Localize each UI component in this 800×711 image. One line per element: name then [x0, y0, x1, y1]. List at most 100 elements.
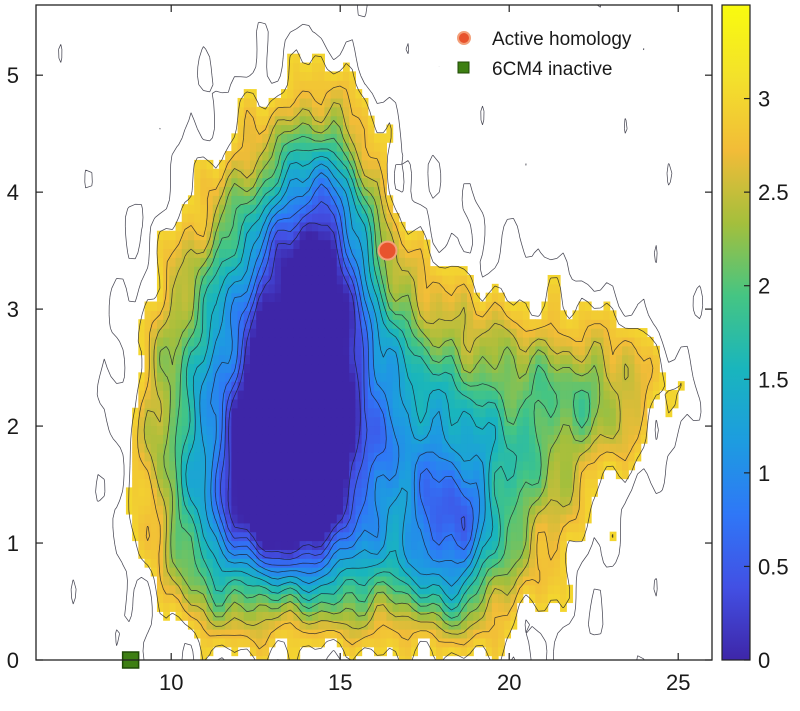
- heat-cell: [417, 266, 425, 276]
- heat-cell: [467, 372, 474, 382]
- heat-cell: [510, 558, 518, 568]
- heat-cell: [212, 531, 220, 542]
- heat-cell: [336, 80, 344, 90]
- heat-cell: [256, 513, 263, 524]
- heat-cell: [367, 611, 375, 621]
- heat-cell: [640, 354, 648, 365]
- heat-cell: [268, 434, 276, 444]
- heat-cell: [460, 575, 468, 586]
- heat-cell: [287, 567, 294, 577]
- heat-cell: [479, 328, 487, 338]
- heat-cell: [144, 390, 152, 400]
- heat-cell: [485, 390, 493, 400]
- heat-cell: [374, 372, 381, 382]
- heat-cell: [150, 328, 158, 338]
- heat-cell: [411, 531, 419, 542]
- heat-cell: [287, 310, 294, 320]
- heat-cell: [342, 443, 350, 453]
- heat-cell: [187, 567, 195, 577]
- heat-cell: [349, 398, 356, 409]
- heat-cell: [591, 328, 598, 338]
- heat-cell: [374, 646, 381, 657]
- heat-cell: [467, 398, 474, 409]
- heat-cell: [572, 416, 580, 427]
- heat-cell: [132, 513, 139, 524]
- heat-cell: [237, 513, 245, 524]
- heat-cell: [293, 567, 301, 577]
- heat-cell: [262, 505, 270, 515]
- legend-square-marker: [457, 61, 470, 74]
- heat-cell: [231, 274, 239, 285]
- heat-cell: [640, 425, 648, 435]
- heat-cell: [473, 434, 481, 444]
- heat-cell: [417, 567, 425, 577]
- heat-cell: [262, 115, 270, 126]
- heat-cell: [367, 620, 375, 630]
- heat-cell: [454, 345, 462, 356]
- heat-cell: [305, 567, 313, 577]
- heat-cell: [485, 620, 493, 630]
- heat-cell: [485, 398, 493, 409]
- heat-cell: [467, 549, 474, 559]
- heat-cell: [336, 540, 344, 550]
- heat-cell: [342, 416, 350, 427]
- heat-cell: [436, 629, 443, 639]
- heat-cell: [324, 567, 332, 577]
- heat-cell: [311, 558, 319, 568]
- heat-cell: [448, 319, 456, 329]
- heat-cell: [504, 487, 512, 497]
- heat-cell: [305, 505, 313, 515]
- heat-cell: [237, 398, 245, 409]
- contour-line: [128, 49, 682, 660]
- heat-cell: [262, 328, 270, 338]
- heat-cell: [243, 505, 251, 515]
- heat-cell: [187, 301, 195, 311]
- heat-cell: [305, 283, 313, 294]
- heat-cell: [411, 611, 419, 621]
- heat-cell: [510, 398, 518, 409]
- heat-cell: [305, 443, 313, 453]
- heat-cell: [336, 168, 344, 179]
- heat-cell: [268, 398, 276, 409]
- heat-cell: [218, 540, 226, 550]
- heat-cell: [268, 336, 276, 347]
- heat-cell: [181, 283, 189, 294]
- heat-cell: [386, 637, 394, 648]
- heat-cell: [311, 487, 319, 497]
- heat-cell: [311, 522, 319, 533]
- heat-cell: [529, 460, 536, 471]
- legend-label-active: Active homology: [492, 29, 632, 50]
- heat-cell: [448, 540, 456, 550]
- heat-cell: [237, 319, 245, 329]
- heat-cell: [547, 292, 555, 303]
- heat-cell: [380, 230, 387, 241]
- heat-cell: [287, 549, 294, 559]
- heat-cell: [293, 398, 301, 409]
- heat-cell: [436, 266, 443, 276]
- heat-cell: [522, 549, 530, 559]
- heat-cell: [367, 133, 375, 143]
- heat-cell: [516, 319, 524, 329]
- heat-cell: [287, 611, 294, 621]
- heat-cell: [355, 540, 363, 550]
- heat-cell: [268, 469, 276, 480]
- heat-cell: [243, 558, 251, 568]
- heat-cell: [349, 354, 356, 365]
- heat-cell: [374, 602, 381, 612]
- heat-cell: [175, 531, 183, 542]
- heat-cell: [442, 319, 450, 329]
- heat-cell: [206, 575, 214, 586]
- heat-cell: [491, 646, 499, 657]
- heat-cell: [181, 248, 189, 258]
- heat-cell: [473, 451, 481, 462]
- heat-cell: [256, 142, 263, 152]
- heat-cell: [200, 629, 208, 639]
- heat-cell: [132, 531, 139, 542]
- heat-cell: [460, 345, 468, 356]
- heat-cell: [516, 336, 524, 347]
- heat-cell: [349, 487, 356, 497]
- heat-cell: [330, 478, 338, 488]
- heat-cell: [504, 629, 512, 639]
- heat-cell: [355, 460, 363, 471]
- heat-cell: [200, 390, 208, 400]
